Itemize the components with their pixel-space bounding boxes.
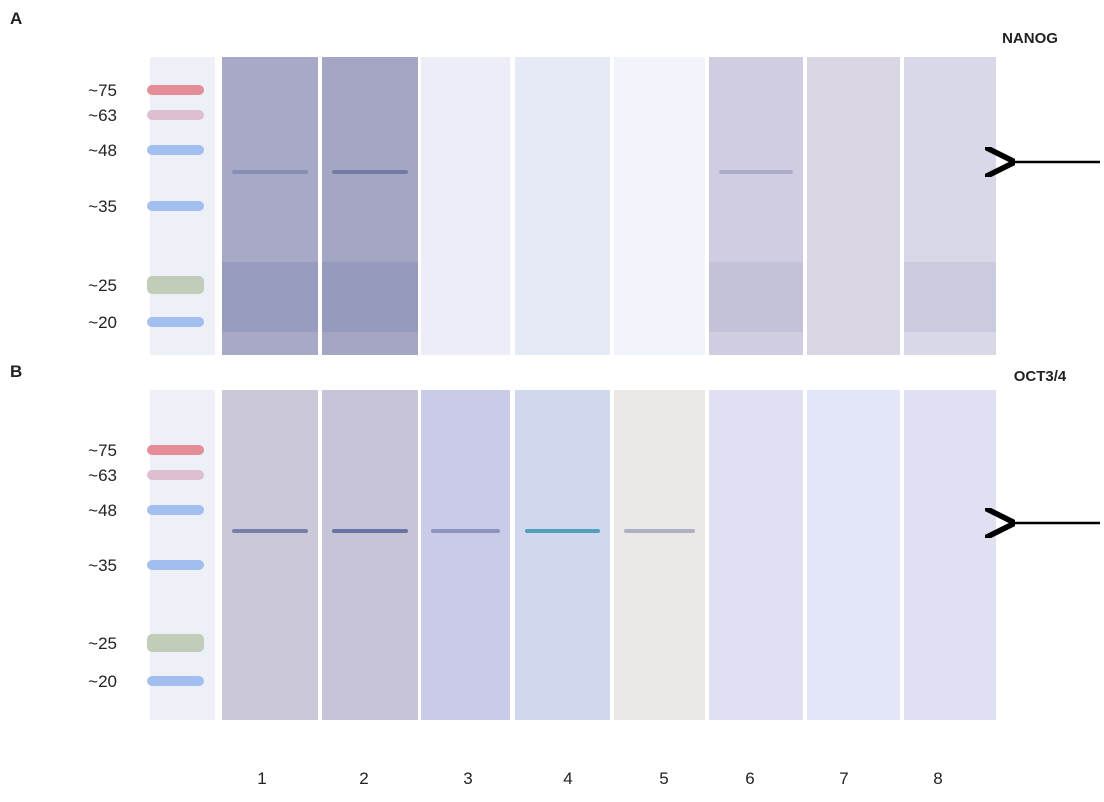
marker-label: ~25 [88, 276, 117, 295]
marker-label: ~75 [88, 81, 117, 100]
protein-band [525, 529, 600, 533]
ladder-band [147, 505, 204, 515]
lane-number: 1 [257, 769, 266, 788]
lane [807, 57, 900, 355]
lane [515, 57, 610, 355]
panel-letter: A [10, 9, 22, 28]
ladder-band [147, 201, 204, 211]
ladder-band [147, 634, 204, 652]
protein-band [232, 529, 308, 533]
ladder-band [147, 470, 204, 480]
lane [807, 390, 900, 720]
protein-band [332, 170, 408, 174]
ladder-band [147, 85, 204, 95]
lane-number: 8 [933, 769, 942, 788]
page: {"panels": [ {"letter": "A", "target": "… [0, 0, 1104, 797]
ladder-band [147, 276, 204, 294]
blot-panel: A NANOG ~75 ~63 ~48 ~35 ~25 ~20 [10, 9, 1100, 355]
lane-smear [709, 262, 803, 332]
protein-band [332, 529, 408, 533]
marker-label: ~20 [88, 672, 117, 691]
blot-panel: B OCT3/4 ~75 ~63 ~48 ~35 ~25 ~20 [10, 362, 1100, 720]
protein-band [232, 170, 308, 174]
marker-label: ~35 [88, 197, 117, 216]
lane [515, 390, 610, 720]
lane-number: 6 [745, 769, 754, 788]
ladder-band [147, 317, 204, 327]
lane-smear [222, 262, 318, 332]
marker-label: ~63 [88, 466, 117, 485]
marker-label: ~20 [88, 313, 117, 332]
lane [222, 390, 318, 720]
lane-number: 4 [563, 769, 572, 788]
lane [709, 390, 803, 720]
lane [614, 390, 705, 720]
ladder-strip [150, 390, 215, 720]
lane [421, 390, 510, 720]
panel-letter: B [10, 362, 22, 381]
lane [904, 390, 996, 720]
marker-label: ~48 [88, 141, 117, 160]
target-label: OCT3/4 [1014, 368, 1067, 385]
lane-smear [904, 262, 996, 332]
lane-number: 5 [659, 769, 668, 788]
marker-label: ~48 [88, 501, 117, 520]
ladder-band [147, 145, 204, 155]
ladder-band [147, 560, 204, 570]
lane [614, 57, 705, 355]
lane [421, 57, 510, 355]
marker-label: ~25 [88, 634, 117, 653]
lane-smear [322, 262, 418, 332]
figure: A NANOG ~75 ~63 ~48 ~35 ~25 ~20 B OCT3/4 ~75 ~63 ~48… [0, 0, 1104, 797]
protein-band [719, 170, 793, 174]
protein-band [624, 529, 695, 533]
target-label: NANOG [1002, 30, 1058, 47]
lane [322, 390, 418, 720]
ladder-band [147, 676, 204, 686]
lane-number: 2 [359, 769, 368, 788]
protein-band [431, 529, 500, 533]
lane-number: 7 [839, 769, 848, 788]
lane-number: 3 [463, 769, 472, 788]
marker-label: ~75 [88, 441, 117, 460]
marker-label: ~63 [88, 106, 117, 125]
ladder-band [147, 445, 204, 455]
ladder-band [147, 110, 204, 120]
marker-label: ~35 [88, 556, 117, 575]
